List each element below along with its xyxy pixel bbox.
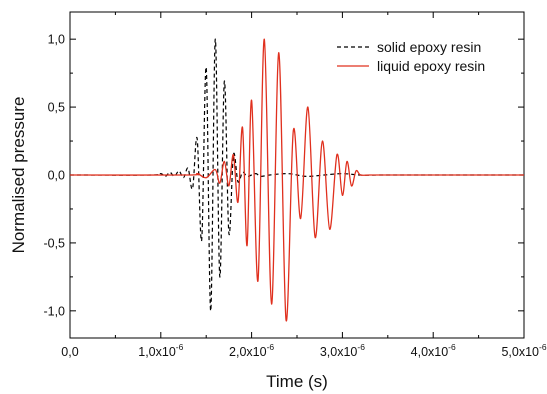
y-tick-label: 0,0	[48, 169, 65, 183]
x-tick-label: 0,0	[61, 345, 78, 359]
legend-label: solid epoxy resin	[377, 39, 481, 55]
x-tick-label: 4,0x10-6	[411, 342, 456, 359]
y-tick-labels: 1,0 0,5 0,0 -0,5 -1,0	[43, 33, 65, 319]
y-tick-label: -0,5	[43, 236, 65, 250]
x-tick-label: 1,0x10-6	[138, 342, 183, 359]
y-tick-label: 1,0	[48, 33, 65, 47]
x-tick-label: 2,0x10-6	[229, 342, 274, 359]
x-tick-label-exponent: -6	[176, 342, 184, 352]
x-tick-label: 5,0x10-6	[501, 342, 546, 359]
x-axis-title: Time (s)	[266, 372, 328, 391]
x-tick-label-exponent: -6	[539, 342, 547, 352]
x-tick-label-exponent: -6	[448, 342, 456, 352]
legend: solid epoxy resin liquid epoxy resin	[337, 39, 485, 74]
series-line-liquid-epoxy-resin	[69, 38, 524, 322]
legend-label: liquid epoxy resin	[377, 58, 485, 74]
x-tick-label: 3,0x10-6	[320, 342, 365, 359]
y-tick-label: 0,5	[48, 101, 65, 115]
x-tick-label-exponent: -6	[357, 342, 365, 352]
x-tick-label-exponent: -6	[267, 342, 275, 352]
y-axis-title: Normalised pressure	[9, 97, 28, 254]
x-tick-labels: 0,0 1,0x10-6 2,0x10-6 3,0x10-6 4,0x10-6 5,0x1…	[61, 342, 547, 359]
y-tick-label: -1,0	[43, 304, 65, 318]
series-layer	[69, 38, 524, 322]
